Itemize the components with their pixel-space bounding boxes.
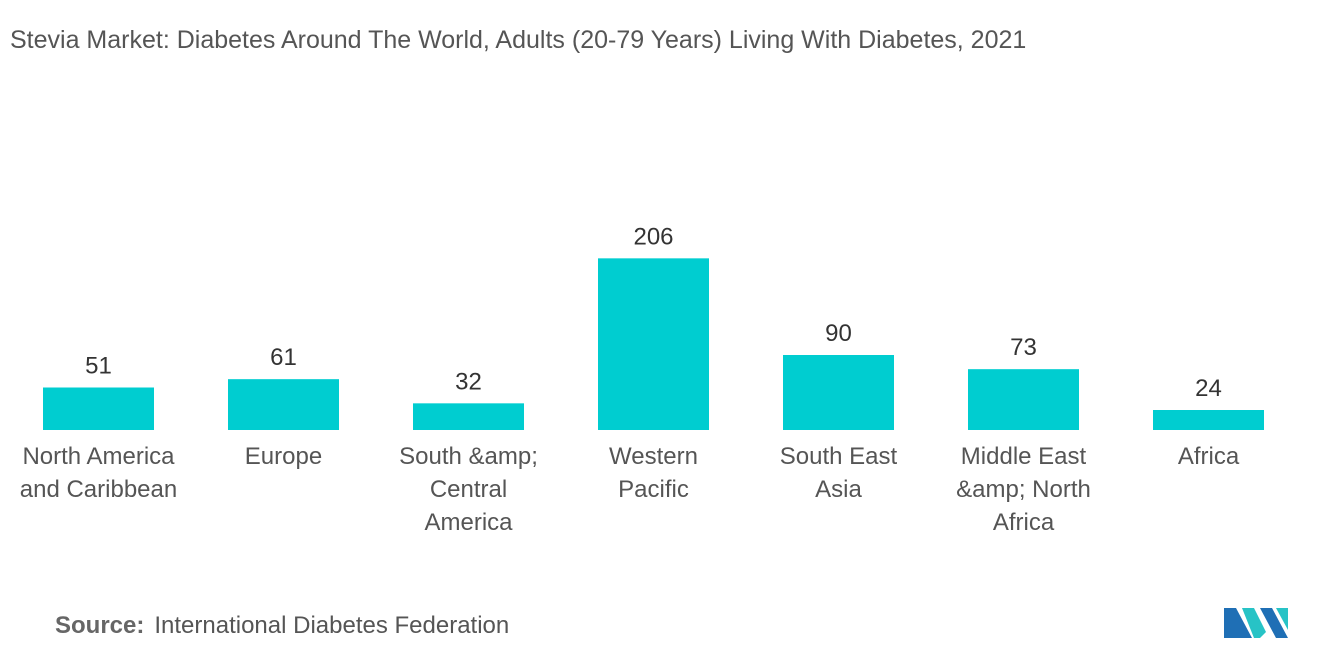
bar-4 — [783, 355, 894, 430]
bar-0 — [43, 387, 154, 430]
source-text: International Diabetes Federation — [154, 612, 510, 639]
category-label-0: North America and Caribbean — [20, 443, 177, 503]
data-label-0: 51 — [85, 353, 112, 380]
source-label: Source: — [55, 612, 145, 639]
bar-chart: 51 North America and Caribbean 61 Europe 32 So… — [20, 223, 1264, 536]
data-label-6: 24 — [1195, 375, 1222, 402]
category-label-6: Africa — [1178, 443, 1240, 470]
category-label-2: South &amp; Central America — [399, 443, 538, 536]
bar-3 — [598, 258, 709, 430]
data-label-1: 61 — [270, 344, 297, 371]
category-label-1: Europe — [245, 443, 322, 470]
mordor-intelligence-logo-icon — [1224, 608, 1288, 638]
category-label-5: Middle East &amp; North Africa — [956, 443, 1091, 536]
category-label-3: Western Pacific — [609, 443, 698, 503]
data-label-2: 32 — [455, 368, 482, 395]
bar-6 — [1153, 410, 1264, 430]
data-label-3: 206 — [633, 223, 673, 250]
data-label-5: 73 — [1010, 334, 1037, 361]
source-line: Source: International Diabetes Federation — [55, 612, 509, 640]
category-label-4: South East Asia — [780, 443, 898, 503]
bar-5 — [968, 369, 1079, 430]
bar-1 — [228, 379, 339, 430]
data-label-4: 90 — [825, 320, 852, 347]
bar-2 — [413, 403, 524, 430]
chart-title: Stevia Market: Diabetes Around The World… — [10, 26, 1027, 54]
